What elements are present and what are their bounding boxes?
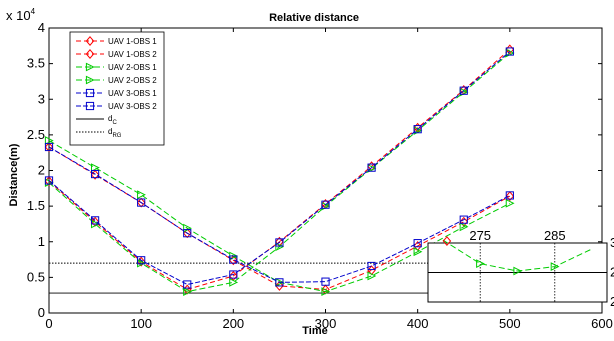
data-point [44, 142, 54, 152]
data-point [229, 277, 239, 287]
series-line [48, 51, 511, 286]
inset-y-tick-label: 2900 [610, 265, 614, 280]
inset-series-line [442, 239, 593, 272]
y-tick-label: 3.5 [27, 56, 45, 71]
y-multiplier: x 104 [6, 7, 36, 23]
x-tick-label: 600 [591, 316, 613, 331]
legend-marker [85, 75, 95, 85]
legend-label: UAV 1-OBS 1 [108, 37, 157, 46]
legend-label: UAV 3-OBS 1 [108, 89, 157, 98]
inset-data-point [476, 259, 485, 269]
data-point [505, 191, 514, 200]
data-point [137, 190, 146, 200]
legend: UAV 1-OBS 1 UAV 1-OBS 2 UAV 2-OBS 1 UAV 2-O… [69, 31, 165, 146]
legend-label: dRG [108, 127, 122, 139]
legend-label: UAV 2-OBS 2 [108, 76, 157, 85]
data-point [137, 256, 146, 265]
data-point [183, 287, 192, 297]
series-line [48, 48, 511, 291]
y-tick-label: 0 [38, 305, 45, 320]
data-point [459, 222, 469, 232]
inset-y-tick-label: 3000 [610, 235, 614, 250]
data-point [413, 125, 422, 134]
data-point [182, 228, 192, 239]
data-point [505, 191, 515, 202]
legend-marker [85, 36, 95, 46]
inset-data-point [550, 262, 560, 272]
inset-data-point [442, 236, 452, 247]
data-point [183, 229, 192, 238]
x-tick-label: 100 [130, 316, 152, 331]
series-line [48, 146, 511, 290]
data-point [505, 198, 515, 208]
data-point [90, 216, 100, 225]
legend-label: UAV 3-OBS 2 [108, 102, 157, 111]
y-tick-label: 2 [38, 163, 45, 178]
data-point [44, 136, 54, 145]
y-tick-label: 0.5 [27, 269, 45, 284]
inset-data-point [513, 266, 523, 276]
data-point [413, 247, 423, 257]
inset-y-tick-label: 2800 [610, 294, 614, 309]
legend-label: dC [108, 114, 117, 126]
y-multiplier-exponent: 4 [31, 7, 36, 16]
x-tick-label: 300 [315, 316, 337, 331]
y-axis-label: Distance(m) [8, 143, 20, 206]
data-point [44, 142, 54, 152]
data-point [367, 261, 376, 271]
data-point [275, 238, 284, 247]
data-point [505, 47, 514, 56]
series-6 [44, 142, 514, 287]
data-point [459, 86, 468, 95]
series-5 [44, 47, 514, 289]
data-point [229, 270, 238, 279]
chart-title: Relative distance [269, 12, 359, 24]
data-point [321, 277, 330, 286]
x-tick-label: 200 [222, 316, 244, 331]
x-tick-label: 500 [499, 316, 521, 331]
x-axis-label: Time [302, 325, 327, 337]
data-point [90, 169, 100, 180]
data-point [183, 280, 192, 289]
data-point [367, 163, 376, 172]
x-tick-label: 400 [407, 316, 429, 331]
data-point [90, 169, 100, 179]
data-point [44, 176, 54, 185]
data-point [321, 200, 330, 209]
zoom-inset: 275 285 3000 2900 2800 [427, 228, 614, 309]
y-tick-label: 1.5 [27, 198, 45, 213]
legend-marker [85, 62, 95, 72]
data-point [136, 197, 146, 208]
data-point [137, 198, 146, 207]
legend-marker [85, 49, 95, 59]
data-point [275, 280, 284, 291]
data-point [367, 271, 377, 281]
legend-box [69, 31, 165, 146]
x-tick-label: 0 [45, 316, 52, 331]
data-point [413, 239, 422, 248]
legend-marker [85, 101, 95, 111]
legend-marker [85, 88, 95, 98]
data-point [229, 255, 238, 264]
y-multiplier-base: x 10 [6, 8, 31, 23]
legend-label: UAV 1-OBS 2 [108, 50, 157, 59]
data-point [90, 163, 100, 173]
legend-label: UAV 2-OBS 1 [108, 63, 157, 72]
inset-x-tick-label: 275 [469, 228, 491, 243]
series-line [48, 52, 511, 293]
y-tick-label: 3 [38, 91, 45, 106]
data-point [275, 278, 284, 287]
y-tick-label: 1 [38, 234, 45, 249]
inset-x-tick-label: 285 [544, 228, 566, 243]
data-point [321, 287, 331, 297]
data-point [275, 242, 285, 252]
series-line [48, 146, 511, 283]
data-point [459, 215, 468, 224]
y-tick-label: 2.5 [27, 127, 45, 142]
y-tick-label: 4 [38, 20, 45, 35]
